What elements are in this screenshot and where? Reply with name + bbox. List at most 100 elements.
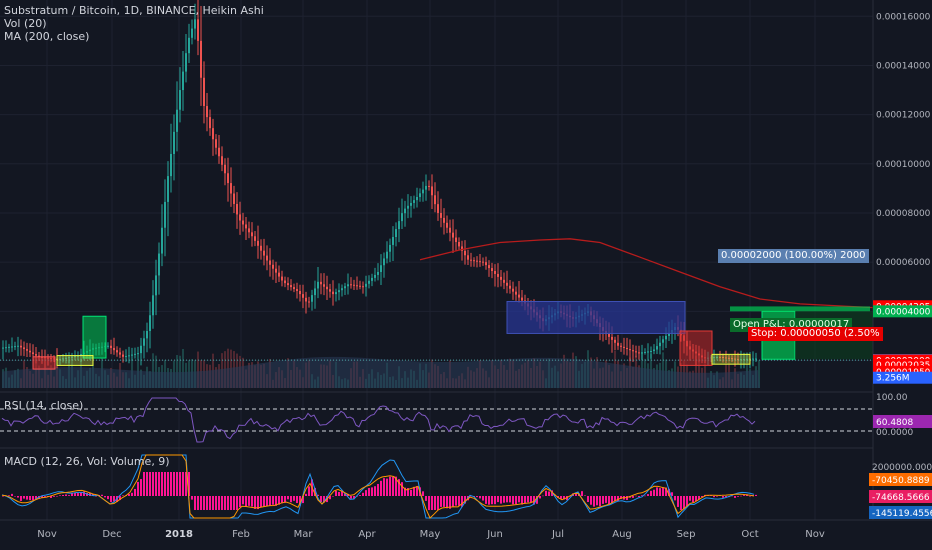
macd-histogram-bar: [596, 496, 598, 506]
candle-body: [188, 37, 190, 54]
candle-body: [734, 358, 736, 360]
candle-body: [377, 271, 379, 275]
candle-body: [386, 251, 388, 259]
candle-body: [110, 345, 112, 348]
macd-histogram-bar: [131, 492, 133, 496]
candle-body: [503, 279, 505, 283]
candle-body: [272, 264, 274, 269]
macd-histogram-bar: [200, 496, 202, 510]
time-tick-label: Nov: [37, 529, 57, 540]
macd-histogram-bar: [392, 477, 394, 496]
candle-body: [20, 345, 22, 348]
candle-body: [257, 240, 259, 246]
macd-histogram-bar: [740, 495, 742, 497]
macd-histogram-bar: [605, 496, 607, 503]
candle-body: [470, 259, 472, 261]
macd-histogram-bar: [731, 495, 733, 497]
candle-body: [299, 291, 301, 295]
candle-body: [461, 246, 463, 251]
macd-histogram-bar: [128, 493, 130, 496]
macd-histogram-bar: [20, 496, 22, 501]
macd-histogram-bar: [725, 496, 727, 498]
macd-histogram-bar: [14, 496, 16, 497]
macd-histogram-bar: [689, 496, 691, 501]
candle-body: [392, 236, 394, 245]
candle-body: [245, 224, 247, 229]
candle-body: [389, 244, 391, 252]
candle-body: [233, 193, 235, 204]
macd-histogram-bar: [263, 496, 265, 507]
macd-histogram-bar: [71, 493, 73, 496]
candle-body: [131, 354, 133, 356]
candle-body: [659, 342, 661, 347]
macd-histogram-bar: [536, 496, 538, 504]
time-tick-label: Aug: [612, 529, 632, 540]
macd-histogram-bar: [497, 496, 499, 503]
macd-histogram-bar: [635, 495, 637, 497]
macd-histogram-bar: [41, 496, 43, 498]
candle-body: [755, 358, 757, 360]
candle-body: [446, 222, 448, 228]
candle-body: [668, 332, 670, 336]
macd-histogram-bar: [194, 496, 196, 510]
candle-body: [620, 345, 622, 347]
volume-bar: [176, 355, 178, 388]
macd-histogram-bar: [329, 496, 331, 500]
macd-histogram-bar: [437, 496, 439, 510]
macd-histogram-bar: [425, 496, 427, 501]
candle-body: [158, 253, 160, 276]
candle-body: [266, 255, 268, 261]
macd-histogram-bar: [152, 472, 154, 496]
candle-body: [362, 286, 364, 288]
macd-histogram-bar: [191, 496, 193, 500]
candle-body: [155, 275, 157, 296]
candle-body: [14, 346, 16, 348]
macd-histogram-bar: [476, 496, 478, 498]
candle-body: [728, 357, 730, 359]
candle-body: [626, 347, 628, 350]
candle-body: [191, 28, 193, 38]
macd-histogram-bar: [512, 496, 514, 505]
macd-histogram-bar: [218, 496, 220, 510]
macd-histogram-bar: [380, 480, 382, 496]
macd-histogram-bar: [242, 496, 244, 505]
candle-body: [218, 147, 220, 157]
macd-histogram-bar: [56, 496, 58, 497]
macd-histogram-bar: [407, 488, 409, 496]
macd-histogram-bar: [2, 496, 4, 497]
macd-histogram-bar: [575, 492, 577, 496]
axis-background: [873, 0, 932, 520]
time-tick-label: Mar: [294, 529, 314, 540]
candle-body: [416, 197, 418, 201]
rsi-line: [1, 397, 756, 443]
macd-histogram-bar: [395, 476, 397, 496]
macd-histogram-bar: [503, 496, 505, 503]
macd-value-badge: [869, 506, 932, 519]
macd-histogram-bar: [599, 496, 601, 507]
macd-histogram-bar: [293, 496, 295, 501]
candle-body: [179, 90, 181, 110]
macd-histogram-bar: [593, 496, 595, 507]
candle-body: [323, 284, 325, 287]
macd-histogram-bar: [491, 496, 493, 505]
macd-histogram-bar: [266, 496, 268, 507]
macd-histogram-bar: [563, 496, 565, 500]
volume-bar: [662, 352, 664, 388]
macd-histogram-bar: [434, 496, 436, 510]
macd-histogram-bar: [713, 496, 715, 498]
macd-histogram-bar: [164, 472, 166, 496]
macd-histogram-bar: [65, 494, 67, 496]
macd-histogram-bar: [500, 496, 502, 504]
macd-histogram-bar: [344, 493, 346, 496]
macd-histogram-bar: [92, 494, 94, 496]
macd-histogram-bar: [452, 496, 454, 507]
time-tick-label: 2018: [165, 529, 193, 540]
macd-histogram-bar: [29, 496, 31, 501]
candle-body: [515, 291, 517, 295]
candle-body: [731, 358, 733, 360]
candle-body: [302, 294, 304, 298]
macd-histogram-bar: [287, 496, 289, 500]
macd-histogram-bar: [416, 486, 418, 496]
price-tick-label: 0.00006000: [876, 258, 931, 268]
macd-histogram-bar: [188, 472, 190, 496]
